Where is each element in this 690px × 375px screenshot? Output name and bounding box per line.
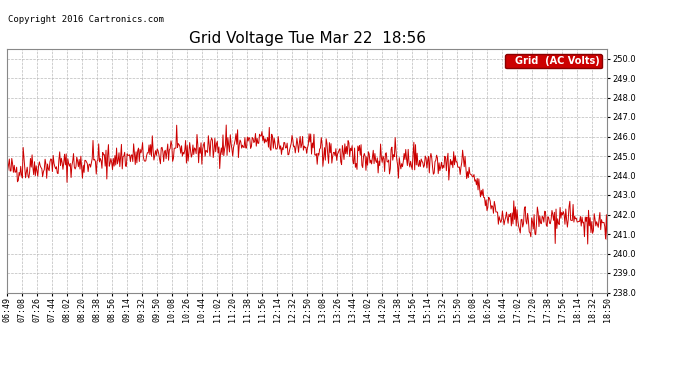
- Legend: Grid  (AC Volts): Grid (AC Volts): [505, 54, 602, 69]
- Text: Copyright 2016 Cartronics.com: Copyright 2016 Cartronics.com: [8, 15, 164, 24]
- Title: Grid Voltage Tue Mar 22  18:56: Grid Voltage Tue Mar 22 18:56: [188, 31, 426, 46]
